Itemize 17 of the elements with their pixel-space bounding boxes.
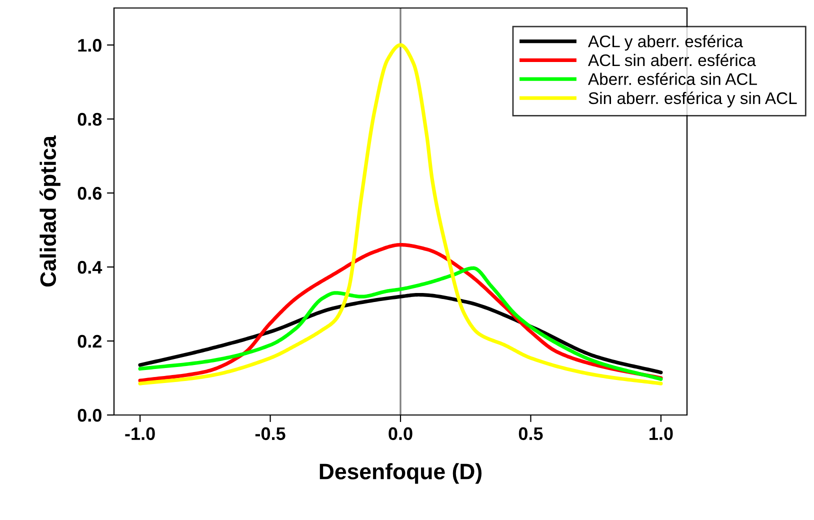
- y-tick-label: 0.4: [78, 260, 102, 274]
- x-tick-label: 0.0: [388, 427, 412, 440]
- y-axis-title: Calidad óptica: [40, 135, 60, 287]
- legend-label: Sin aberr. esférica y sin ACL: [588, 92, 797, 108]
- y-tick-label: 1.0: [78, 38, 102, 52]
- legend-label: ACL sin aberr. esférica: [588, 54, 756, 66]
- legend-label: ACL y aberr. esférica: [588, 34, 743, 51]
- y-tick-label: 0.6: [78, 186, 102, 200]
- x-tick-label: 0.5: [518, 427, 543, 440]
- x-axis-title: Desenfoque (D): [320, 463, 482, 484]
- x-tick-label: 1.0: [650, 427, 673, 440]
- x-tick-label: -1.0: [125, 427, 155, 440]
- x-tick-label: -0.5: [255, 427, 286, 440]
- y-tick-label: 0.2: [78, 334, 102, 348]
- y-tick-label: 0.8: [78, 112, 102, 126]
- legend-label: Aberr. esférica sin ACL: [588, 72, 757, 86]
- y-tick-label: 0.0: [78, 408, 102, 422]
